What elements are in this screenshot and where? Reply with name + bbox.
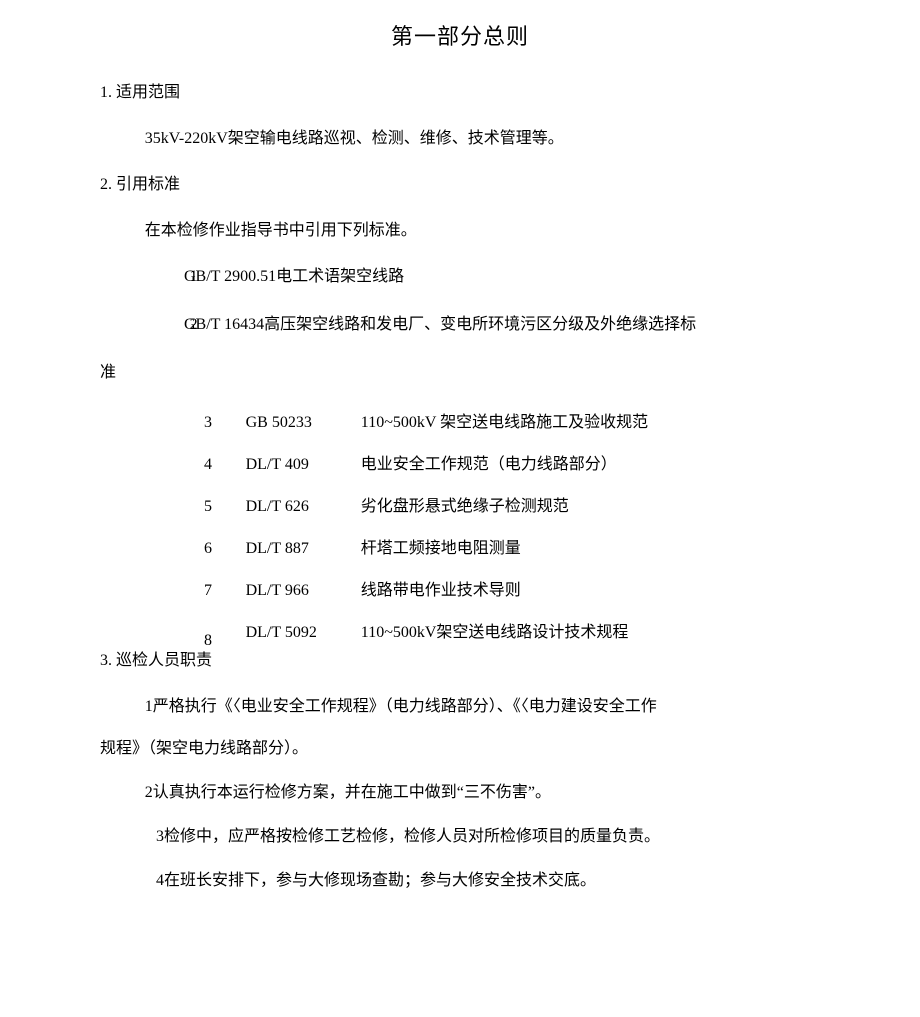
document-page: 第一部分总则 1. 适用范围 35kV-220kV架空输电线路巡视、检测、维修、… — [0, 0, 920, 953]
section-1-heading: 1. 适用范围 — [100, 81, 820, 105]
responsibility-1-line1: 1严格执行《〈电业安全工作规程》（电力线路部分）、《〈电力建设安全工作 — [100, 695, 820, 719]
standard-item: 8 DL/T 5092 110~500kV架空送电线路设计技术规程 — [204, 621, 820, 645]
standard-item-2: 2 GB/T 16434高压架空线路和发电厂、变电所环境污区分级及外绝缘选择标 — [100, 313, 820, 337]
standard-item: 4 DL/T 409 电业安全工作规范（电力线路部分） — [204, 453, 820, 477]
standard-code: DL/T 409 — [246, 453, 361, 477]
standard-code: DL/T 966 — [246, 579, 361, 603]
standard-num: 4 — [204, 453, 246, 477]
standard-num: 5 — [204, 495, 246, 519]
standard-text: GB/T 16434高压架空线路和发电厂、变电所环境污区分级及外绝缘选择标 — [184, 316, 696, 333]
standard-num: 7 — [204, 579, 246, 603]
standard-item-1: 1 GB/T 2900.51电工术语架空线路 — [100, 265, 820, 289]
standard-code: DL/T 626 — [246, 495, 361, 519]
standard-num: 1 — [145, 265, 180, 289]
standard-item-2-cont: 准 — [100, 361, 820, 385]
standard-text: GB/T 2900.51电工术语架空线路 — [184, 268, 404, 285]
standard-num: 3 — [204, 411, 246, 435]
standard-text: 劣化盘形悬式绝缘子检测规范 — [361, 495, 569, 519]
standard-code: DL/T 5092 — [246, 621, 361, 645]
standard-text: 杆塔工频接地电阻测量 — [361, 537, 521, 561]
responsibility-1-line2: 规程》（架空电力线路部分）。 — [100, 737, 820, 761]
section-1-body: 35kV-220kV架空输电线路巡视、检测、维修、技术管理等。 — [100, 127, 820, 151]
standard-list-indented: 3 GB 50233 110~500kV 架空送电线路施工及验收规范 4 DL/… — [100, 411, 820, 645]
section-2-heading: 2. 引用标准 — [100, 173, 820, 197]
section-2-intro: 在本检修作业指导书中引用下列标准。 — [100, 219, 820, 243]
standard-item: 5 DL/T 626 劣化盘形悬式绝缘子检测规范 — [204, 495, 820, 519]
standard-item: 3 GB 50233 110~500kV 架空送电线路施工及验收规范 — [204, 411, 820, 435]
standard-num: 6 — [204, 537, 246, 561]
responsibility-3: 3检修中，应严格按检修工艺检修，检修人员对所检修项目的质量负责。 — [100, 825, 820, 849]
standard-code: DL/T 887 — [246, 537, 361, 561]
standard-text: 110~500kV 架空送电线路施工及验收规范 — [361, 411, 648, 435]
standard-item: 7 DL/T 966 线路带电作业技术导则 — [204, 579, 820, 603]
standard-num: 2 — [145, 313, 180, 337]
standard-code: GB 50233 — [246, 411, 361, 435]
standard-text: 电业安全工作规范（电力线路部分） — [361, 453, 617, 477]
page-title: 第一部分总则 — [100, 20, 820, 53]
standard-text: 110~500kV架空送电线路设计技术规程 — [361, 621, 629, 645]
standard-text: 线路带电作业技术导则 — [361, 579, 521, 603]
standard-item: 6 DL/T 887 杆塔工频接地电阻测量 — [204, 537, 820, 561]
responsibility-4: 4在班长安排下，参与大修现场查勘；参与大修安全技术交底。 — [100, 869, 820, 893]
responsibility-2: 2认真执行本运行检修方案，并在施工中做到“三不伤害”。 — [100, 781, 820, 805]
standard-num: 8 — [204, 629, 246, 653]
